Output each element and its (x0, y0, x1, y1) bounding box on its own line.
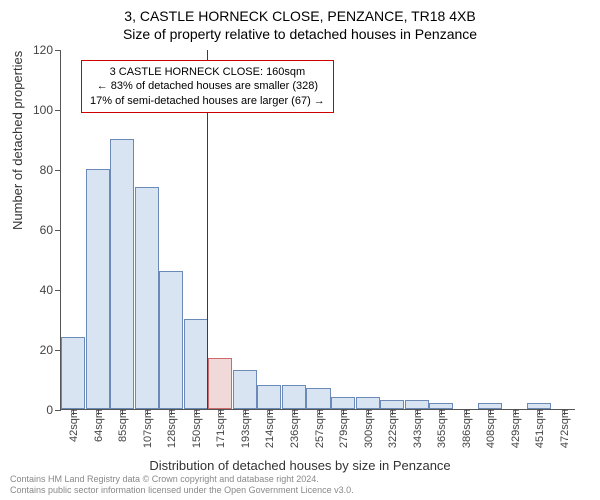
histogram-bar (184, 319, 208, 409)
histogram-bar (282, 385, 306, 409)
y-tick-mark (55, 290, 61, 291)
histogram-bar (86, 169, 110, 409)
histogram-bar (61, 337, 85, 409)
x-tick-label: 236sqm (287, 409, 301, 448)
plot-region: 02040608010012042sqm64sqm85sqm107sqm128s… (60, 50, 575, 410)
chart-area: 02040608010012042sqm64sqm85sqm107sqm128s… (60, 50, 575, 410)
info-box-line: 3 CASTLE HORNECK CLOSE: 160sqm (90, 65, 325, 79)
x-tick-label: 257sqm (312, 409, 326, 448)
x-tick-label: 300sqm (361, 409, 375, 448)
x-tick-label: 365sqm (434, 409, 448, 448)
x-tick-label: 128sqm (164, 409, 178, 448)
y-tick-mark (55, 50, 61, 51)
x-tick-label: 429sqm (508, 409, 522, 448)
histogram-bar (306, 388, 330, 409)
x-tick-label: 193sqm (238, 409, 252, 448)
y-tick-mark (55, 350, 61, 351)
histogram-bar (331, 397, 355, 409)
histogram-bar (135, 187, 159, 409)
attribution-line-1: Contains HM Land Registry data © Crown c… (10, 474, 354, 485)
y-tick-mark (55, 110, 61, 111)
x-tick-label: 171sqm (213, 409, 227, 448)
x-axis-label: Distribution of detached houses by size … (0, 458, 600, 473)
histogram-bar (380, 400, 404, 409)
info-box: 3 CASTLE HORNECK CLOSE: 160sqm← 83% of d… (81, 60, 334, 113)
x-tick-label: 214sqm (262, 409, 276, 448)
x-tick-label: 85sqm (115, 409, 129, 442)
histogram-bar (208, 358, 232, 409)
chart-container: 3, CASTLE HORNECK CLOSE, PENZANCE, TR18 … (0, 0, 600, 500)
x-tick-label: 42sqm (66, 409, 80, 442)
title-line-2: Size of property relative to detached ho… (0, 24, 600, 42)
histogram-bar (257, 385, 281, 409)
y-axis-label: Number of detached properties (10, 51, 25, 230)
title-line-1: 3, CASTLE HORNECK CLOSE, PENZANCE, TR18 … (0, 0, 600, 24)
x-tick-label: 107sqm (140, 409, 154, 448)
y-tick-mark (55, 170, 61, 171)
histogram-bar (159, 271, 183, 409)
attribution-text: Contains HM Land Registry data © Crown c… (10, 474, 354, 496)
histogram-bar (110, 139, 134, 409)
x-tick-label: 343sqm (410, 409, 424, 448)
histogram-bar (405, 400, 429, 409)
x-tick-label: 451sqm (532, 409, 546, 448)
x-tick-label: 386sqm (459, 409, 473, 448)
x-tick-label: 64sqm (91, 409, 105, 442)
x-tick-label: 322sqm (385, 409, 399, 448)
histogram-bar (233, 370, 257, 409)
y-tick-mark (55, 230, 61, 231)
x-tick-label: 150sqm (189, 409, 203, 448)
histogram-bar (356, 397, 380, 409)
x-tick-label: 472sqm (557, 409, 571, 448)
y-tick-mark (55, 410, 61, 411)
info-box-line: 17% of semi-detached houses are larger (… (90, 94, 325, 108)
x-tick-label: 408sqm (483, 409, 497, 448)
attribution-line-2: Contains public sector information licen… (10, 485, 354, 496)
x-tick-label: 279sqm (336, 409, 350, 448)
info-box-line: ← 83% of detached houses are smaller (32… (90, 79, 325, 93)
